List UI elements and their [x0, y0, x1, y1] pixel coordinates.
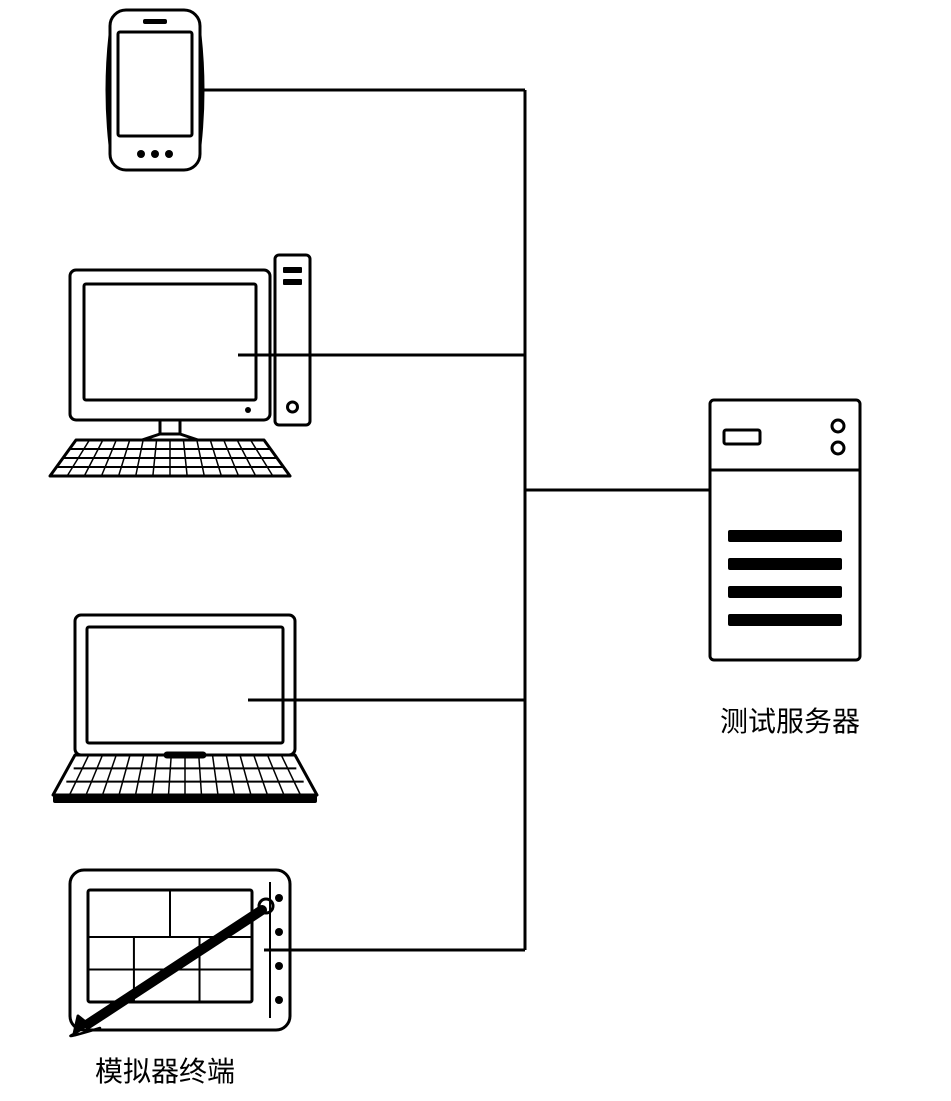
server-label: 测试服务器	[720, 700, 860, 740]
terminals-label: 模拟器终端	[95, 1050, 235, 1090]
network-diagram	[0, 0, 951, 1101]
